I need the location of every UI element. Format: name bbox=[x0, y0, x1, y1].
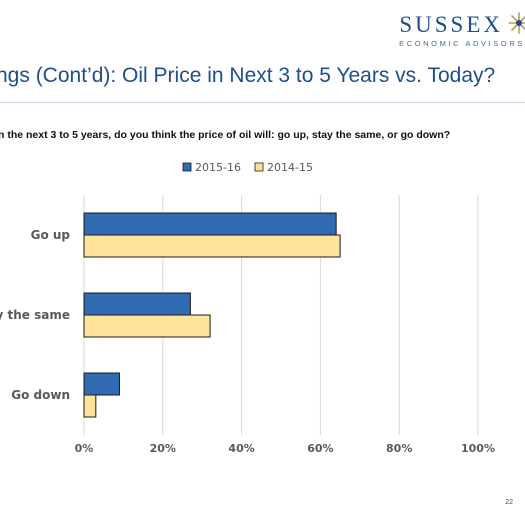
x-tick-label: 100% bbox=[461, 442, 495, 455]
bar bbox=[83, 372, 120, 396]
logo-tagline: ECONOMIC ADVISORS bbox=[399, 39, 525, 48]
x-axis-ticks: 0% 20% 40% 60% 80% 100% bbox=[75, 442, 495, 455]
x-tick-label: 60% bbox=[307, 442, 333, 455]
slide-title: ngs (Cont’d): Oil Price in Next 3 to 5 Y… bbox=[0, 64, 496, 87]
x-tick-label: 20% bbox=[150, 442, 176, 455]
legend: 2015-16 2014-15 bbox=[182, 161, 313, 174]
category-labels: Go up ay the same Go down bbox=[0, 228, 70, 402]
sunburst-logo-icon bbox=[508, 12, 525, 34]
legend-swatch bbox=[254, 162, 264, 172]
category-label: Go up bbox=[31, 228, 71, 242]
bar-chart: 2015-16 2014-15 Go up ay the same Go down 0… bbox=[0, 161, 495, 455]
bars-layer bbox=[83, 212, 341, 418]
page-number: 22 bbox=[505, 499, 513, 506]
legend-label: 2014-15 bbox=[267, 161, 313, 174]
bar bbox=[83, 314, 211, 338]
survey-question: n the next 3 to 5 years, do you think th… bbox=[0, 129, 451, 141]
sussex-logo: SUSSEX ECONOMIC ADVISORS bbox=[375, 8, 525, 48]
bar bbox=[83, 212, 337, 236]
title-divider bbox=[0, 102, 525, 103]
bar bbox=[83, 234, 341, 258]
logo-wordmark: SUSSEX bbox=[399, 12, 503, 37]
category-label: Go down bbox=[11, 388, 70, 402]
category-label: ay the same bbox=[0, 308, 70, 322]
x-tick-label: 0% bbox=[75, 442, 94, 455]
legend-label: 2015-16 bbox=[195, 161, 241, 174]
bar bbox=[83, 292, 191, 316]
bar bbox=[83, 394, 97, 418]
x-tick-label: 80% bbox=[386, 442, 412, 455]
legend-swatch bbox=[182, 162, 192, 172]
x-tick-label: 40% bbox=[228, 442, 254, 455]
